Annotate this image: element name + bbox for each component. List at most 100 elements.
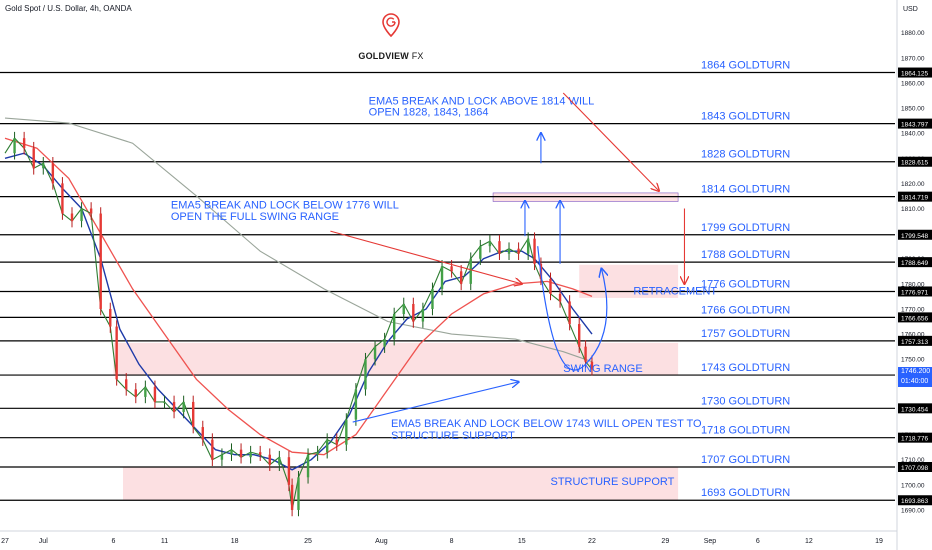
candle-body [297,477,300,510]
candle-body [402,303,405,315]
candle-body [115,326,118,380]
candle-body [479,246,482,259]
candle-body [290,484,294,510]
price-axis-tick: 1780.00 [901,281,925,288]
level-price-tag: 1707.098 [901,465,928,472]
candle-body [549,278,552,294]
candle-body [153,386,157,402]
level-price-tag: 1828.615 [901,160,928,167]
red-arrow [562,92,659,191]
candle-body [498,241,501,254]
candle-body [287,457,291,485]
candle-body [517,248,520,254]
level-price-tag: 1799.548 [901,233,928,240]
level-price-tag-bg [898,191,932,202]
candle-body [306,454,310,478]
level-price-tag-bg [898,335,932,346]
candle-body [32,148,35,169]
level-price-tag: 1864.125 [901,71,928,78]
level-price-tag: 1730.454 [901,406,928,413]
level-price-tag-bg [898,462,932,473]
candle-body [488,241,492,247]
candle-body [568,301,571,325]
candle-body [259,452,262,455]
ema-slow-line [4,137,593,456]
level-price-tag-bg [898,118,932,129]
candle-body [421,308,425,322]
level-price-tag: 1788.649 [901,260,928,267]
price-axis-tick: 1760.00 [901,332,925,339]
candle-body [364,359,367,390]
price-axis-tick: 1810.00 [901,206,925,213]
level-price-tag-bg [898,156,932,167]
price-axis-tick: 1860.00 [901,80,925,87]
level-price-tag-bg [898,432,932,443]
annotation-text: OPEN 1828, 1843, 1864 [369,107,489,119]
candle-body [172,401,176,412]
candle-body [590,361,594,370]
candle-body [392,314,396,340]
candle-body [99,213,102,309]
price-axis-tick: 1820.00 [901,181,925,188]
time-axis-tick: 29 [661,538,669,545]
candle-body [335,439,338,445]
annotation-text: EMA5 BREAK AND LOCK ABOVE 1814 WILL [369,95,595,107]
annotation-text: EMA5 BREAK AND LOCK BELOW 1743 WILL OPEN… [391,418,702,430]
candle-body [220,454,224,460]
price-axis-tick: 1750.00 [901,357,925,364]
goldturn-level-label: 1707 GOLDTURN [701,454,790,466]
price-axis-unit: USD [903,6,918,13]
annotation-text: STRUCTURE SUPPORT [391,430,515,442]
candle-body [278,457,281,465]
goldturn-level-label: 1799 GOLDTURN [701,222,790,234]
goldturn-level-label: 1788 GOLDTURN [701,249,790,261]
level-price-tag-bg [898,312,932,323]
symbol-title: Gold Spot / U.S. Dollar, 4h, OANDA [5,4,132,13]
goldturn-level-label: 1718 GOLDTURN [701,425,790,437]
goldview-logo: GOLDVIEW FX [356,10,426,61]
zone-rect [579,264,679,298]
candle-body [211,439,214,460]
time-axis-tick: 27 [1,538,9,545]
annotation-text: OPEN THE FULL SWING RANGE [171,211,339,223]
annotation-text: STRUCTURE SUPPORT [550,476,674,488]
level-price-tag: 1776.971 [901,289,928,296]
time-axis-tick: 8 [450,538,454,545]
price-axis-tick: 1870.00 [901,55,925,62]
goldturn-level-label: 1864 GOLDTURN [701,60,790,72]
time-axis-tick: 22 [588,538,596,545]
level-price-tag: 1766.656 [901,315,928,322]
goldturn-level-label: 1776 GOLDTURN [701,278,790,290]
goldturn-level-label: 1757 GOLDTURN [701,328,790,340]
candle-body [163,401,166,403]
pin-icon [382,13,400,38]
candle-body [373,346,377,360]
time-axis-tick: 12 [805,538,813,545]
price-axis-tick: 1880.00 [901,30,925,37]
goldturn-level-label: 1743 GOLDTURN [701,362,790,374]
candle-body [22,138,26,149]
level-price-tag-bg [898,403,932,414]
candle-body [249,452,252,458]
price-axis-tick: 1700.00 [901,482,925,489]
time-axis-tick: 6 [756,538,760,545]
candle-body [51,163,55,184]
candle-body [440,266,444,289]
candle-body [42,163,45,169]
current-price-value: 1746.200 [901,368,931,375]
price-axis-tick: 1710.00 [901,457,925,464]
candle-body [268,454,271,465]
candle-body [230,449,233,455]
time-axis-tick: 6 [112,538,116,545]
zone-rect [123,466,679,501]
level-price-tag-bg [898,229,932,240]
price-axis-tick: 1840.00 [901,131,925,138]
time-axis-tick: Sep [704,538,717,545]
goldturn-level-label: 1766 GOLDTURN [701,304,790,316]
level-price-tag: 1843.797 [901,122,928,129]
candle-body [89,208,93,214]
level-price-tag: 1814.719 [901,195,928,202]
annotation-text: EMA5 BREAK AND LOCK BELOW 1776 WILL [171,200,399,212]
